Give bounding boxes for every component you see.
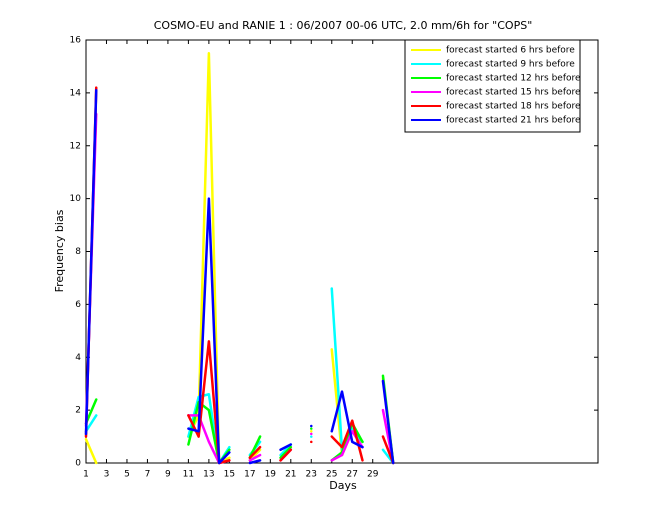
x-tick-label: 25 — [326, 470, 337, 480]
y-tick-label: 10 — [70, 194, 82, 204]
y-tick-label: 2 — [75, 406, 81, 416]
x-tick-label: 1 — [83, 470, 89, 480]
legend-label: forecast started 21 hrs before — [446, 116, 581, 126]
x-axis-label: Days — [329, 479, 357, 492]
x-tick-label: 17 — [244, 470, 255, 480]
y-tick-label: 6 — [75, 300, 81, 310]
legend-label: forecast started 6 hrs before — [446, 46, 575, 56]
y-tick-label: 14 — [70, 88, 82, 98]
x-tick-label: 7 — [145, 470, 151, 480]
legend-label: forecast started 9 hrs before — [446, 60, 575, 70]
legend-label: forecast started 15 hrs before — [446, 88, 581, 98]
x-tick-label: 27 — [347, 470, 358, 480]
y-tick-label: 16 — [70, 36, 82, 46]
chart-title: COSMO-EU and RANIE 1 : 06/2007 00-06 UTC… — [154, 19, 533, 32]
y-axis-label: Frequency bias — [53, 209, 66, 292]
y-tick-label: 4 — [75, 353, 81, 363]
x-tick-label: 13 — [203, 470, 214, 480]
x-tick-label: 23 — [306, 470, 317, 480]
x-tick-label: 21 — [285, 470, 296, 480]
legend-label: forecast started 12 hrs before — [446, 74, 581, 84]
x-tick-label: 11 — [183, 470, 194, 480]
legend-box — [404, 39, 581, 133]
series-line — [84, 88, 395, 465]
x-tick-label: 15 — [224, 470, 235, 480]
x-tick-label: 9 — [165, 470, 171, 480]
x-tick-label: 19 — [265, 470, 277, 480]
y-tick-label: 12 — [70, 141, 81, 151]
x-tick-label: 5 — [124, 470, 130, 480]
x-tick-label: 3 — [104, 470, 110, 480]
x-tick-label: 29 — [367, 470, 379, 480]
legend-label: forecast started 18 hrs before — [446, 102, 581, 112]
series-line — [84, 374, 395, 465]
y-tick-label: 0 — [75, 459, 81, 469]
y-tick-label: 8 — [75, 247, 81, 257]
